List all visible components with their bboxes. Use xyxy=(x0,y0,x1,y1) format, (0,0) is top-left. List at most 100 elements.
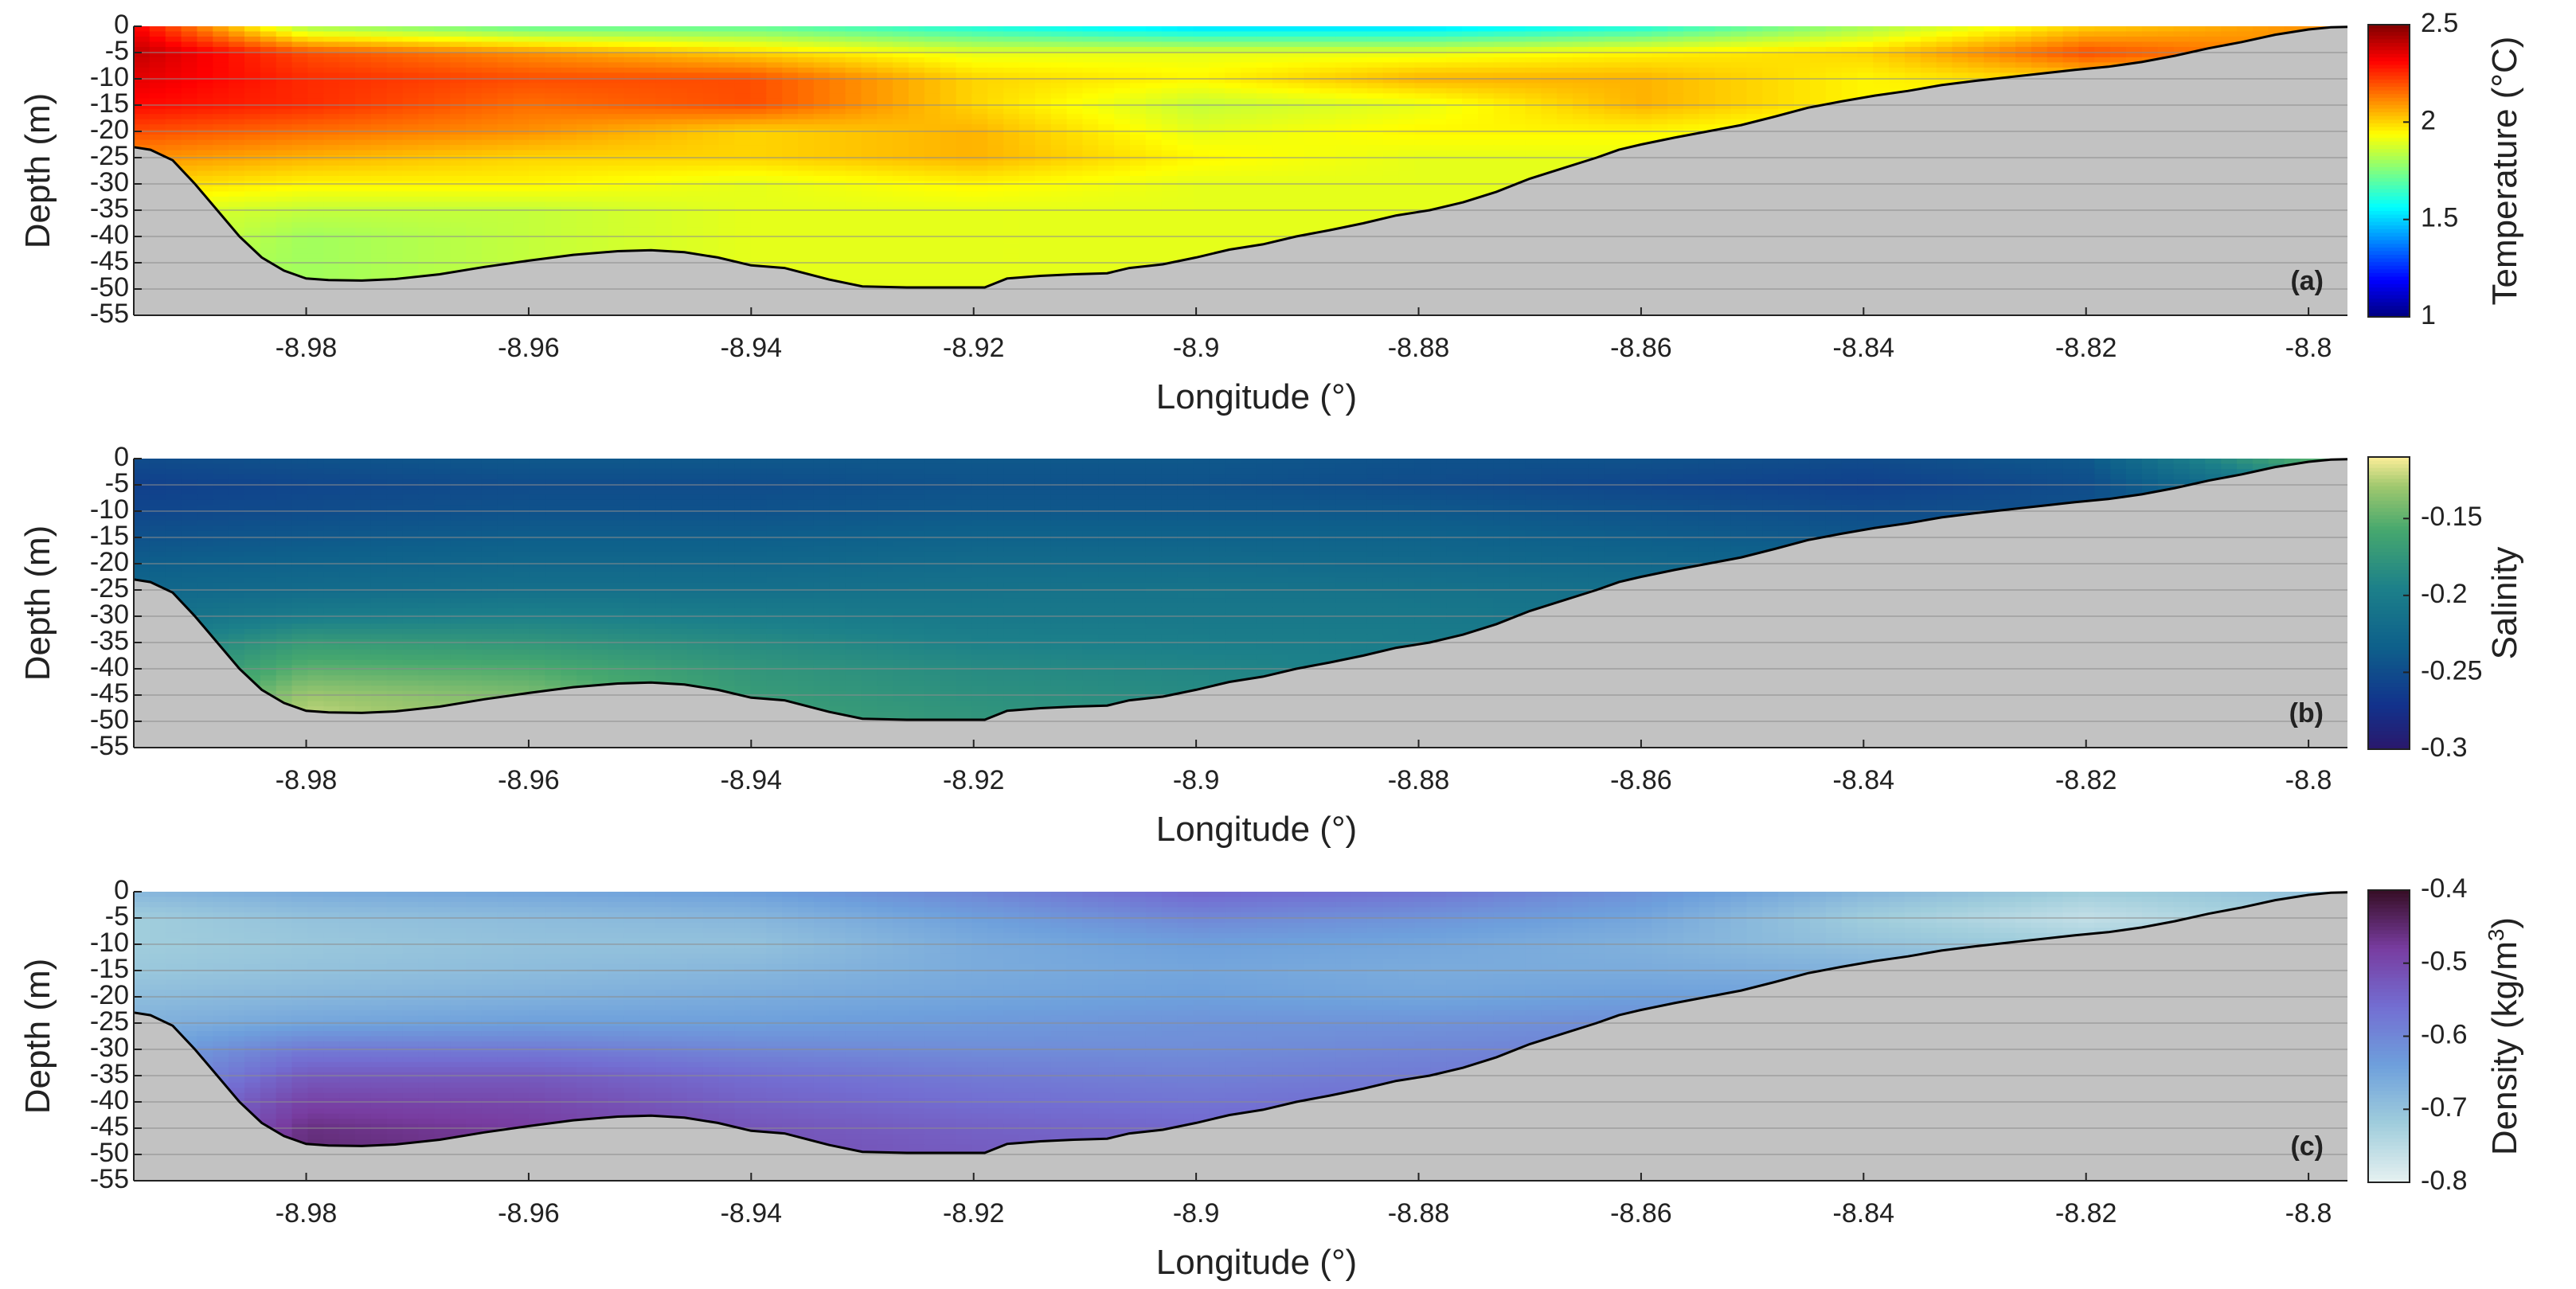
field-cell xyxy=(481,139,498,146)
field-cell xyxy=(639,104,657,110)
field-cell xyxy=(924,135,941,141)
field-cell xyxy=(734,41,752,48)
field-cell xyxy=(861,124,878,131)
field-cell xyxy=(1604,83,1621,89)
field-cell xyxy=(718,77,736,84)
field-cell xyxy=(1382,83,1400,89)
field-cell xyxy=(798,46,815,53)
field-cell xyxy=(1209,88,1225,95)
field-cell xyxy=(165,119,182,125)
field-cell xyxy=(1588,41,1605,48)
field-cell xyxy=(339,57,356,64)
field-cell xyxy=(909,119,925,125)
field-cell xyxy=(213,57,229,64)
field-cell xyxy=(1066,72,1084,79)
field-cell xyxy=(909,129,925,135)
field-cell xyxy=(497,124,514,131)
field-cell xyxy=(1066,67,1084,74)
field-cell xyxy=(1382,191,1400,197)
field-cell xyxy=(2110,57,2127,64)
field-cell xyxy=(323,196,340,203)
field-cell xyxy=(370,170,388,177)
field-cell xyxy=(561,26,577,33)
field-cell xyxy=(1714,26,1732,33)
field-cell xyxy=(307,166,325,172)
field-cell xyxy=(718,72,736,79)
field-cell xyxy=(450,139,467,146)
field-cell xyxy=(909,191,925,197)
field-cell xyxy=(1809,52,1827,58)
field-cell xyxy=(323,114,340,120)
field-cell xyxy=(497,77,514,84)
field-cell xyxy=(1177,41,1194,48)
field-cell xyxy=(1462,36,1479,43)
field-cell xyxy=(545,124,561,131)
field-cell xyxy=(1130,57,1147,64)
field-cell xyxy=(386,93,404,100)
field-cell xyxy=(1604,114,1621,120)
field-cell xyxy=(877,57,893,64)
field-cell xyxy=(623,155,641,162)
field-cell xyxy=(165,31,182,37)
field-cell xyxy=(545,62,561,68)
field-cell xyxy=(987,191,1004,197)
field-cell xyxy=(434,119,451,125)
field-cell xyxy=(370,119,388,125)
field-cell xyxy=(1351,67,1368,74)
field-cell xyxy=(1241,67,1257,74)
field-cell xyxy=(687,57,704,64)
field-cell xyxy=(529,139,546,146)
field-cell xyxy=(1541,166,1558,172)
field-cell xyxy=(291,114,309,120)
field-cell xyxy=(1714,41,1732,48)
field-cell xyxy=(845,98,862,105)
field-cell xyxy=(1430,98,1447,105)
field-cell xyxy=(750,201,768,208)
field-cell xyxy=(1778,88,1795,95)
field-cell xyxy=(213,119,229,125)
field-cell xyxy=(386,88,404,95)
field-cell xyxy=(1272,135,1289,141)
field-cell xyxy=(370,67,388,74)
field-cell xyxy=(1335,119,1352,125)
field-cell xyxy=(244,41,261,48)
field-cell xyxy=(1130,186,1147,193)
field-cell xyxy=(687,166,704,172)
field-cell xyxy=(829,108,846,115)
field-cell xyxy=(1762,77,1779,84)
field-cell xyxy=(1398,67,1416,74)
field-cell xyxy=(687,135,704,141)
field-cell xyxy=(1493,88,1511,95)
field-cell xyxy=(592,124,609,131)
field-cell xyxy=(639,150,657,156)
field-cell xyxy=(655,41,672,48)
field-cell xyxy=(798,191,815,197)
field-cell xyxy=(909,160,925,166)
field-cell xyxy=(370,160,388,166)
field-cell xyxy=(339,191,356,197)
field-cell xyxy=(386,36,404,43)
field-cell xyxy=(687,186,704,193)
field-cell xyxy=(971,26,989,33)
field-cell xyxy=(1288,135,1305,141)
field-cell xyxy=(766,31,783,37)
field-cell xyxy=(1066,170,1084,177)
field-cell xyxy=(1809,36,1827,43)
field-cell xyxy=(750,135,768,141)
field-cell xyxy=(592,72,609,79)
field-cell xyxy=(1636,119,1653,125)
field-cell xyxy=(971,41,989,48)
field-cell xyxy=(829,135,846,141)
field-cell xyxy=(1034,124,1052,131)
field-cell xyxy=(1462,98,1479,105)
field-cell xyxy=(1541,52,1558,58)
field-cell xyxy=(1778,46,1795,53)
field-cell xyxy=(608,62,625,68)
field-cell xyxy=(434,191,451,197)
field-cell xyxy=(1145,88,1163,95)
field-cell xyxy=(1446,41,1463,48)
field-cell xyxy=(687,150,704,156)
field-cell xyxy=(291,36,309,43)
field-cell xyxy=(497,72,514,79)
field-cell xyxy=(1098,124,1115,131)
